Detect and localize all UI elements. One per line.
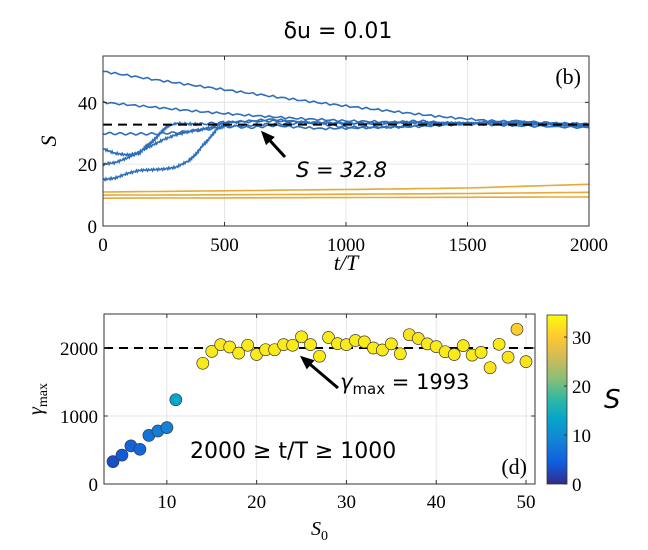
panel-d-y-axis-label-subscript: max bbox=[36, 383, 51, 407]
scatter-point bbox=[510, 322, 524, 336]
panel-d-x-tick-label: 40 bbox=[427, 492, 446, 513]
scatter-point bbox=[115, 448, 129, 462]
panel-d-x-axis-label-subscript: 0 bbox=[321, 529, 328, 544]
panel-b-x-tick-label: 2000 bbox=[570, 235, 608, 256]
panel-b-ticks: 0 500 1000 1500 2000 0 20 40 bbox=[78, 56, 608, 256]
panel-d-y-tick-label: 0 bbox=[89, 475, 99, 496]
panel-b-y-axis-label: S bbox=[36, 136, 61, 147]
panel-d-x-tick-label: 20 bbox=[247, 492, 266, 513]
scatter-point bbox=[313, 349, 326, 363]
panel-d-annotation-text: γmax = 1993 bbox=[340, 370, 470, 398]
colorbar-ticks: 0 10 20 30 bbox=[564, 328, 591, 496]
scatter-point bbox=[393, 347, 407, 361]
panel-b-series-S0=11 bbox=[102, 183, 590, 193]
scatter-point bbox=[160, 421, 174, 434]
scatter-point bbox=[232, 346, 246, 360]
scatter-point bbox=[519, 355, 533, 368]
panel-d-x-axis-label: S0 bbox=[311, 518, 328, 544]
colorbar-tick-label: 0 bbox=[572, 475, 582, 496]
title-delta-u: δu = 0.01 bbox=[284, 19, 393, 44]
scatter-point bbox=[447, 348, 461, 361]
colorbar-tick-label: 30 bbox=[572, 328, 591, 349]
panel-b-y-tick-label: 20 bbox=[78, 155, 97, 176]
colorbar-label: S bbox=[604, 385, 621, 415]
panel-d-axes-frame bbox=[103, 313, 536, 485]
panel-d-time-range-note: 2000 ≥ t/T ≥ 1000 bbox=[190, 439, 396, 464]
panel-b-series-S0=15 bbox=[102, 122, 590, 183]
panel-b-series-S0=9 bbox=[103, 196, 590, 199]
colorbar-tick-label: 20 bbox=[572, 377, 591, 398]
scatter-point bbox=[205, 345, 219, 358]
colorbar-tick-label: 10 bbox=[572, 426, 591, 447]
scatter-point bbox=[456, 339, 470, 352]
panel-d-label: (d) bbox=[501, 454, 527, 479]
scatter-point bbox=[501, 350, 515, 364]
scatter-point bbox=[492, 337, 506, 351]
scatter-point bbox=[295, 330, 308, 344]
scatter-point bbox=[304, 338, 317, 351]
panel-d-x-tick-label: 10 bbox=[157, 492, 176, 513]
scatter-point bbox=[223, 340, 237, 354]
panel-d-annotation-gamma: γ bbox=[340, 370, 354, 394]
scatter-point bbox=[169, 393, 183, 407]
panel-d-y-tick-label: 2000 bbox=[60, 339, 98, 360]
figure-title: δu = 0.01 bbox=[284, 19, 393, 44]
panel-d-y-tick-label: 1000 bbox=[60, 407, 98, 428]
panel-b-label: (b) bbox=[555, 64, 581, 89]
scatter-point bbox=[286, 338, 299, 352]
panel-d-y-axis-label: γmax bbox=[25, 383, 51, 415]
panel-d-annotation-subscript: max bbox=[352, 380, 385, 398]
panel-b-annotation-text: S = 32.8 bbox=[296, 158, 387, 182]
panel-b-y-tick-label: 0 bbox=[88, 217, 98, 238]
panel-d-ticks: 10 20 30 40 50 0 1000 2000 bbox=[60, 314, 536, 513]
panel-b-series bbox=[102, 70, 590, 199]
panel-b-y-tick-label: 40 bbox=[78, 93, 97, 114]
panel-d-x-tick-label: 30 bbox=[337, 492, 356, 513]
scatter-point bbox=[474, 346, 488, 359]
panel-d-annotation-value: = 1993 bbox=[385, 370, 469, 394]
scatter-point bbox=[241, 338, 255, 352]
panel-d-points bbox=[106, 322, 533, 468]
scatter-point bbox=[384, 337, 398, 351]
scatter-point bbox=[322, 331, 335, 344]
panel-b-line-chart: 0 500 1000 1500 2000 0 20 40 t/T S (b) S = 32.8 bbox=[36, 55, 608, 275]
panel-b-x-tick-label: 1500 bbox=[449, 235, 487, 256]
panel-b-series-S0=20 bbox=[102, 118, 590, 167]
scatter-point bbox=[196, 356, 210, 370]
panel-d-x-tick-label: 50 bbox=[517, 492, 536, 513]
scatter-point bbox=[376, 343, 389, 357]
panel-b-series-S0=10 bbox=[103, 191, 590, 196]
panel-b-x-axis-label: t/T bbox=[334, 250, 360, 275]
colorbar-gradient bbox=[546, 314, 568, 485]
panel-d-annotation-arrow bbox=[305, 360, 339, 390]
panel-d-annotation: γmax = 1993 bbox=[299, 355, 470, 398]
scatter-point bbox=[106, 455, 120, 468]
scatter-point bbox=[358, 335, 371, 349]
panel-b-annotation: S = 32.8 bbox=[260, 130, 387, 182]
panel-d-x-axis-label-text: S bbox=[311, 518, 321, 540]
scatter-point bbox=[483, 361, 497, 375]
panel-b-arrow-head-icon bbox=[260, 130, 275, 146]
panel-b-x-tick-label: 1000 bbox=[327, 235, 365, 256]
panel-b-x-tick-label: 500 bbox=[210, 235, 239, 256]
colorbar: 0 10 20 30 S bbox=[546, 314, 621, 496]
panel-b-x-tick-label: 0 bbox=[98, 235, 108, 256]
panel-d-y-axis-label-gamma: γ bbox=[25, 406, 47, 415]
scatter-point bbox=[133, 442, 147, 456]
panel-b-grid bbox=[102, 56, 590, 227]
panel-d-arrow-head-icon bbox=[299, 355, 315, 370]
